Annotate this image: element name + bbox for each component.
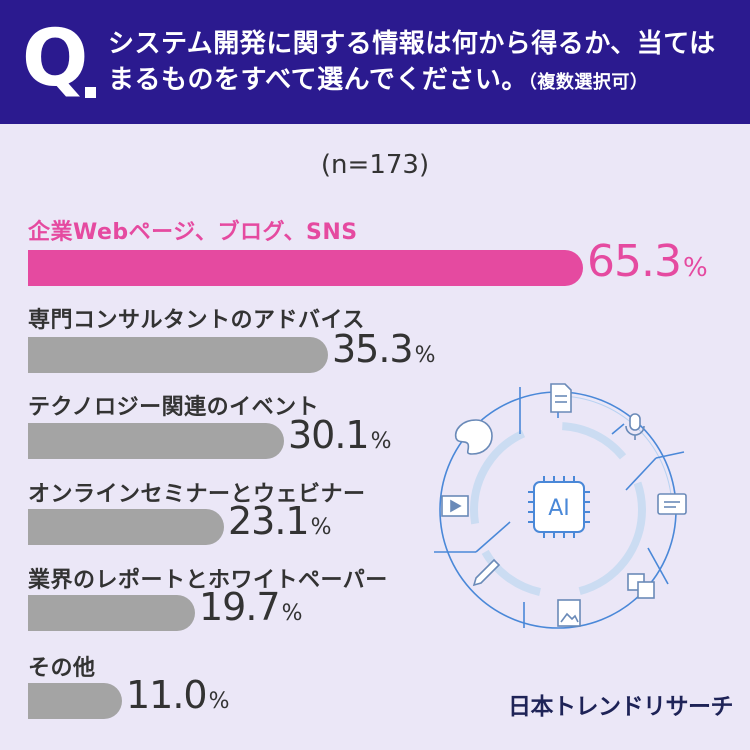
translate-icon bbox=[627, 573, 655, 599]
bar bbox=[28, 250, 583, 286]
question-line-2-text: まるものをすべて選んでください。 bbox=[108, 65, 528, 95]
ai-illustration: AI bbox=[434, 383, 687, 629]
value-number: 11.0 bbox=[126, 673, 208, 717]
question-header: Q システム開発に関する情報は何から得るか、当ては まるものをすべて選んでくださ… bbox=[0, 0, 750, 124]
bar bbox=[28, 595, 195, 631]
question-line-1: システム開発に関する情報は何から得るか、当ては bbox=[108, 29, 716, 59]
value-label: 11.0% bbox=[126, 673, 230, 717]
value-number: 23.1 bbox=[228, 499, 310, 543]
microphone-icon bbox=[625, 413, 645, 440]
value-number: 19.7 bbox=[199, 585, 281, 629]
pencil-icon bbox=[472, 558, 501, 587]
value-label: 23.1% bbox=[228, 499, 332, 543]
ai-chip-icon: AI bbox=[528, 476, 590, 538]
video-play-icon bbox=[441, 495, 469, 517]
question-text: システム開発に関する情報は何から得るか、当ては まるものをすべて選んでください。… bbox=[108, 26, 738, 101]
bar bbox=[28, 683, 122, 719]
value-number: 35.3 bbox=[332, 327, 414, 371]
image-icon bbox=[557, 599, 581, 627]
value-unit: % bbox=[414, 343, 436, 368]
document-icon bbox=[550, 383, 572, 413]
value-unit: % bbox=[310, 515, 332, 540]
value-number: 30.1 bbox=[288, 413, 370, 457]
value-label: 19.7% bbox=[199, 585, 303, 629]
category-label: オンラインセミナーとウェビナー bbox=[28, 482, 366, 507]
category-label: テクノロジー関連のイベント bbox=[28, 395, 320, 420]
value-unit: % bbox=[281, 601, 303, 626]
question-note: （複数選択可） bbox=[527, 72, 649, 93]
value-label: 35.3% bbox=[332, 327, 436, 371]
palette-icon bbox=[454, 419, 493, 455]
bar bbox=[28, 423, 284, 459]
bar bbox=[28, 509, 224, 545]
ai-chip-label: AI bbox=[548, 496, 570, 521]
sample-size: (n=173) bbox=[320, 150, 430, 180]
bar bbox=[28, 337, 328, 373]
chat-icon bbox=[657, 493, 687, 515]
category-label: その他 bbox=[28, 656, 96, 681]
value-number: 65.3 bbox=[587, 236, 682, 287]
brand-logo: 日本トレンドリサーチ bbox=[508, 694, 734, 720]
category-label: 業界のレポートとホワイトペーパー bbox=[28, 568, 388, 593]
value-label: 30.1% bbox=[288, 413, 392, 457]
value-unit: % bbox=[370, 429, 392, 454]
question-line-2: まるものをすべて選んでください。（複数選択可） bbox=[108, 62, 738, 101]
value-unit: % bbox=[682, 253, 708, 283]
category-label: 専門コンサルタントのアドバイス bbox=[28, 308, 365, 333]
category-label: 企業Webページ、ブログ、SNS bbox=[28, 220, 358, 245]
value-label: 65.3% bbox=[587, 236, 708, 287]
q-mark: Q bbox=[22, 14, 89, 104]
q-dot bbox=[85, 87, 96, 98]
value-unit: % bbox=[208, 689, 230, 714]
